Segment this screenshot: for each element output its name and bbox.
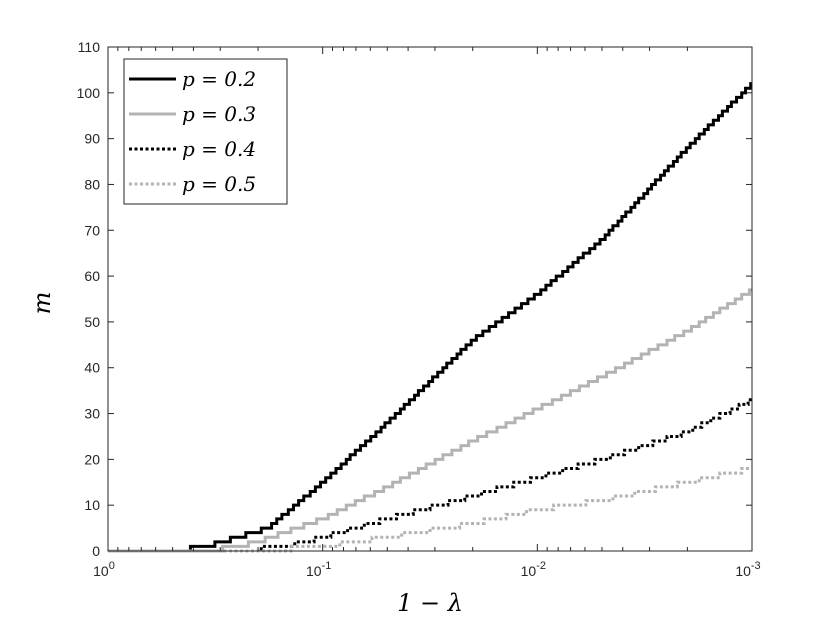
y-tick-label: 60 <box>84 268 100 284</box>
x-tick-label: 10-1 <box>306 560 331 579</box>
axes: 0 10 20 30 40 50 60 70 80 90 100 110 100 10-1 10-2 10-3… <box>28 39 761 617</box>
legend-box <box>123 58 288 205</box>
y-tick-label: 10 <box>84 497 100 513</box>
x-axis-title: 1 − λ <box>397 589 463 617</box>
y-tick-label: 80 <box>84 176 100 192</box>
legend-label-0: p = 0.2 <box>182 67 256 91</box>
series-line-2 <box>108 398 752 553</box>
y-tick-label: 50 <box>84 314 100 330</box>
legend-label-2: p = 0.4 <box>182 137 256 161</box>
x-tick-label: 10-2 <box>521 560 546 579</box>
y-tick-label: 70 <box>84 222 100 238</box>
legend: p = 0.2 p = 0.3 p = 0.4 p = 0.5 <box>123 58 288 205</box>
legend-label-3: p = 0.5 <box>182 172 256 196</box>
axes-box <box>107 46 753 552</box>
y-tick-label: 110 <box>78 39 101 55</box>
y-tick-label: 40 <box>84 360 100 376</box>
series-line-0 <box>108 82 753 553</box>
y-tick-label: 90 <box>84 131 100 147</box>
y-tick-label: 20 <box>84 451 100 467</box>
x-tick-label: 10-3 <box>735 560 760 579</box>
x-tick-label: 100 <box>93 560 115 579</box>
legend-label-1: p = 0.3 <box>182 102 256 126</box>
y-tick-label: 100 <box>77 85 101 101</box>
y-axis-title: m <box>28 292 56 315</box>
series-line-1 <box>108 288 752 553</box>
y-tick-label: 0 <box>92 543 100 559</box>
y-tick-label: 30 <box>84 406 100 422</box>
